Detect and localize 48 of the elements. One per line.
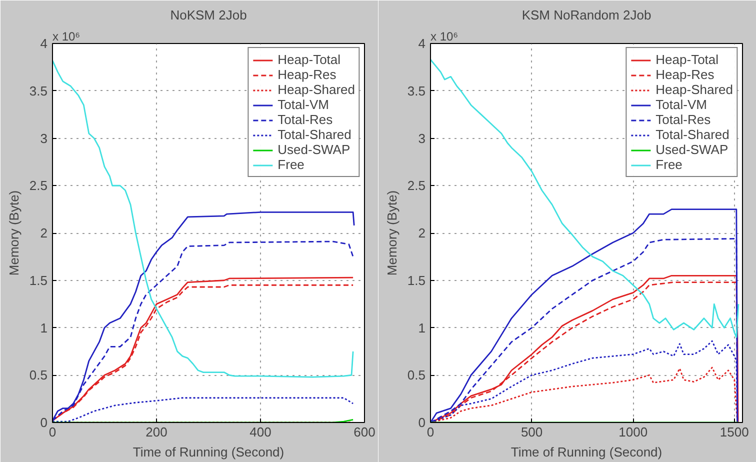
legend-label: Total-Shared [278, 127, 352, 142]
y-axis-title: Memory (Byte) [6, 190, 22, 276]
legend-label: Heap-Total [656, 52, 719, 67]
legend-label: Total-Shared [656, 127, 730, 142]
legend-label: Free [656, 157, 682, 172]
annotation: x 10⁶ [430, 30, 458, 44]
legend-label: Total-Res [278, 112, 333, 127]
y-tick-label: 3 [418, 130, 426, 146]
legend-label: Heap-Res [656, 67, 714, 82]
y-tick-label: 2 [418, 226, 426, 240]
x-tick-label: 1000 [618, 424, 648, 440]
y-tick-label: 0 [40, 415, 48, 430]
y-tick-label: 2.5 [407, 178, 426, 194]
x-tick-label: 200 [146, 424, 168, 440]
y-tick-label: 4 [418, 36, 426, 51]
x-tick-label: 400 [250, 424, 272, 440]
legend-label: Heap-Shared [278, 82, 355, 97]
y-tick-label: 0.5 [29, 368, 48, 383]
x-tick-label: 500 [520, 424, 543, 440]
x-axis-title: Time of Running (Second) [510, 444, 662, 460]
y-tick-label: 3.5 [407, 83, 426, 98]
legend-label: Free [278, 157, 304, 172]
legend-label: Heap-Total [278, 52, 341, 67]
legend-label: Used-SWAP [278, 142, 350, 157]
y-tick-label: 1 [40, 320, 48, 336]
legend-label: Total-VM [656, 97, 707, 112]
y-tick-label: 3.5 [29, 83, 48, 98]
y-tick-label: 0 [418, 415, 426, 430]
x-axis-title: Time of Running (Second) [132, 444, 284, 460]
x-tick-label: 1500 [720, 424, 749, 440]
legend-label: Total-Res [656, 112, 711, 127]
chart-title: NoKSM 2Job [170, 8, 247, 22]
y-tick-label: 1.5 [29, 272, 48, 288]
y-axis-title: Memory (Byte) [384, 190, 400, 276]
y-tick-label: 1 [418, 320, 426, 336]
annotation: x 10⁶ [52, 30, 80, 44]
y-tick-label: 2.5 [29, 178, 48, 194]
legend-label: Heap-Shared [656, 82, 733, 97]
y-tick-label: 4 [40, 36, 48, 51]
chart-title: KSM NoRandom 2Job [522, 8, 652, 22]
y-tick-label: 1.5 [407, 272, 426, 288]
legend-label: Total-VM [278, 97, 329, 112]
legend-label: Used-SWAP [656, 142, 728, 157]
legend-label: Heap-Res [278, 67, 336, 82]
y-tick-label: 3 [40, 130, 48, 146]
y-tick-label: 0.5 [407, 368, 426, 383]
y-tick-label: 2 [40, 226, 48, 240]
x-tick-label: 600 [354, 424, 376, 440]
